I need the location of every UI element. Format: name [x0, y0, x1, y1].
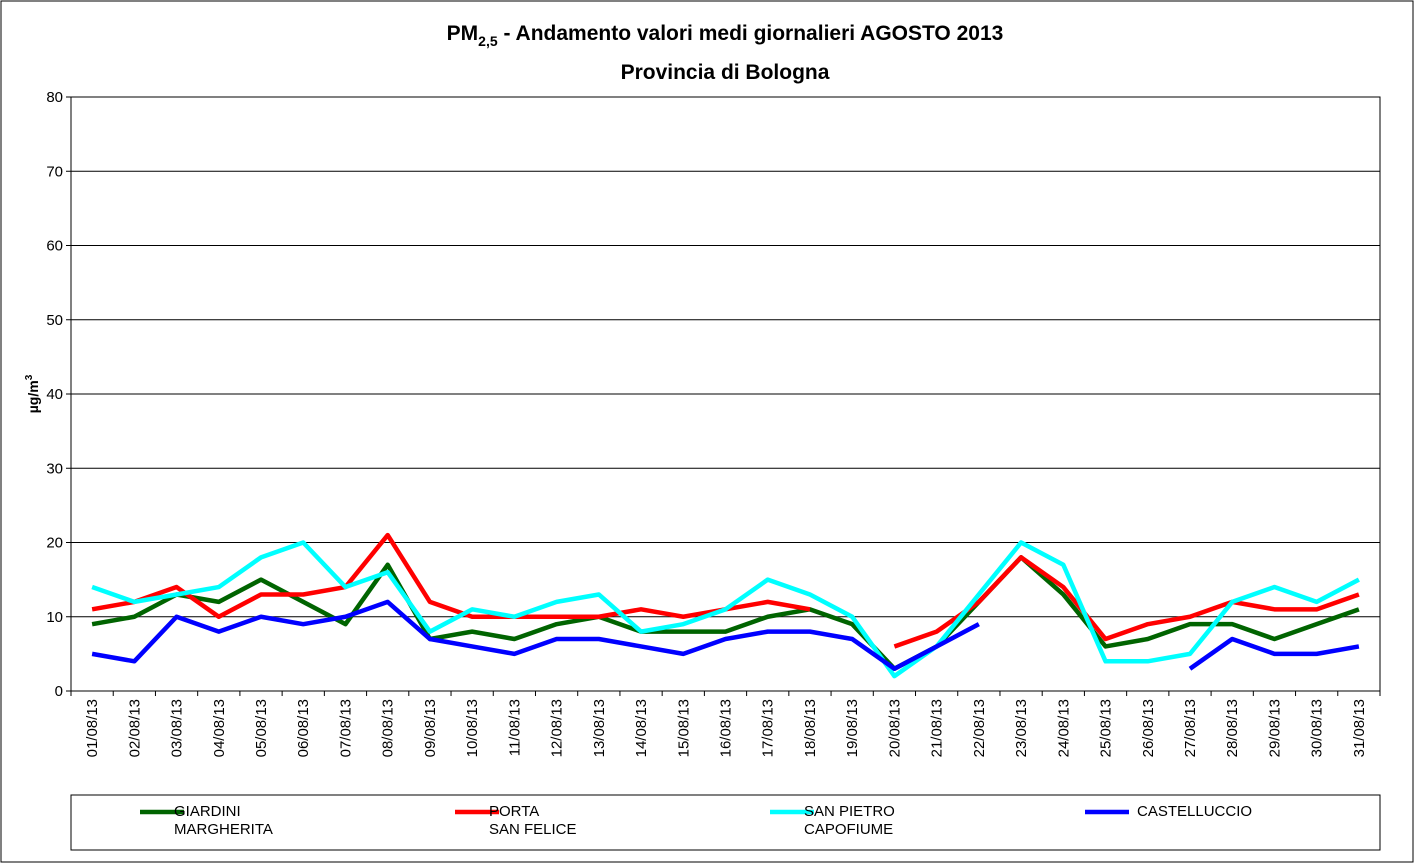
x-tick-label: 11/08/13 — [506, 699, 523, 756]
series-line — [91, 555, 1360, 671]
series-line — [91, 599, 1360, 671]
x-tick-label: 02/08/13 — [126, 699, 143, 757]
series-line — [91, 540, 1360, 679]
x-tick-label: 14/08/13 — [633, 699, 650, 757]
title-main: PM — [447, 22, 479, 45]
legend-label: GIARDINI MARGHERITA — [174, 803, 273, 838]
x-tick-label: 04/08/13 — [211, 699, 228, 757]
x-tick-label: 06/08/13 — [295, 699, 312, 757]
x-tick-label: 05/08/13 — [253, 699, 270, 757]
y-tick-label: 80 — [46, 89, 63, 106]
y-tick-label: 0 — [55, 683, 63, 700]
plot-area — [70, 96, 1381, 692]
legend-label: PORTA SAN FELICE — [489, 803, 577, 838]
x-tick-label: 22/08/13 — [971, 699, 988, 757]
x-tick-label: 07/08/13 — [337, 699, 354, 757]
x-tick-label: 21/08/13 — [929, 699, 946, 757]
x-tick-label: 13/08/13 — [591, 699, 608, 757]
x-tick-label: 23/08/13 — [1013, 699, 1030, 757]
y-axis-label: µg/m3 — [24, 374, 41, 413]
x-tick-label: 10/08/13 — [464, 699, 481, 757]
series-line — [91, 532, 1360, 649]
y-tick-label: 20 — [46, 535, 63, 552]
chart-subtitle: Provincia di Bologna — [621, 61, 830, 84]
ylabel-superscript: 3 — [24, 374, 35, 380]
x-tick-label: 03/08/13 — [169, 699, 186, 757]
x-tick-label: 09/08/13 — [422, 699, 439, 757]
x-tick-label: 24/08/13 — [1055, 699, 1072, 757]
x-tick-label: 08/08/13 — [380, 699, 397, 757]
x-tick-label: 26/08/13 — [1140, 699, 1157, 757]
x-tick-label: 30/08/13 — [1309, 699, 1326, 757]
y-tick-label: 60 — [46, 238, 63, 255]
title-rest: - Andamento valori medi giornalieri AGOS… — [498, 22, 1004, 45]
x-tick-label: 01/08/13 — [84, 699, 101, 757]
y-tick-label: 50 — [46, 312, 63, 329]
title-subscript: 2,5 — [478, 33, 498, 49]
x-tick-label: 27/08/13 — [1182, 699, 1199, 757]
y-tick-label: 70 — [46, 163, 63, 180]
x-tick-label: 18/08/13 — [802, 699, 819, 757]
legend-label: CASTELLUCCIO — [1137, 803, 1253, 820]
x-tick-label: 15/08/13 — [675, 699, 692, 757]
x-tick-label: 28/08/13 — [1224, 699, 1241, 757]
x-tick-label: 19/08/13 — [844, 699, 861, 757]
x-tick-label: 12/08/13 — [549, 699, 566, 757]
chart-title: PM2,5 - Andamento valori medi giornalier… — [447, 22, 1004, 49]
legend-label: SAN PIETRO CAPOFIUME — [804, 803, 895, 838]
y-tick-label: 40 — [46, 386, 63, 403]
y-tick-label: 10 — [46, 609, 63, 626]
x-tick-label: 25/08/13 — [1098, 699, 1115, 757]
legend-box — [70, 794, 1381, 851]
x-tick-label: 31/08/13 — [1351, 699, 1368, 757]
x-tick-label: 29/08/13 — [1266, 699, 1283, 757]
x-tick-label: 16/08/13 — [718, 699, 735, 757]
y-tick-label: 30 — [46, 460, 63, 477]
ylabel-main: µg/m — [25, 380, 41, 413]
x-tick-label: 17/08/13 — [760, 699, 777, 757]
x-tick-label: 20/08/13 — [886, 699, 903, 757]
